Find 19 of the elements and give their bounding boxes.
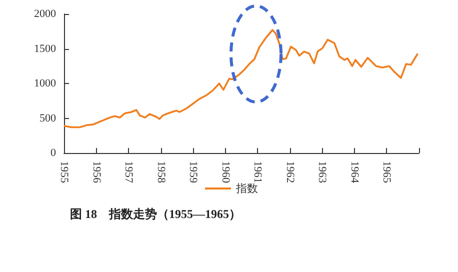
x-tick-label: 1965: [380, 161, 393, 184]
x-tick-label: 1959: [187, 161, 200, 184]
x-tick-label: 1956: [90, 161, 102, 184]
x-tick-label: 1960: [219, 161, 232, 184]
y-tick-label: 500: [40, 112, 56, 124]
line-series: [63, 29, 419, 128]
x-tick-label: 1955: [58, 161, 70, 184]
y-tick-label: 2000: [34, 8, 56, 20]
legend-label: 指数: [235, 182, 258, 195]
text: 图 18 指数走势（1955—1965）: [70, 207, 241, 221]
x-tick-label: 1957: [122, 161, 135, 184]
y-tick-label: 1500: [34, 42, 56, 55]
x-tick-label: 1962: [284, 161, 296, 183]
y-tick-label: 1000: [34, 78, 56, 90]
x-tick-label: 1963: [316, 161, 328, 184]
y-tick-label: 0: [50, 147, 56, 159]
x-tick-label: 1964: [348, 161, 360, 184]
x-tick-label: 1958: [154, 161, 167, 184]
x-tick-label: 1961: [252, 161, 264, 183]
